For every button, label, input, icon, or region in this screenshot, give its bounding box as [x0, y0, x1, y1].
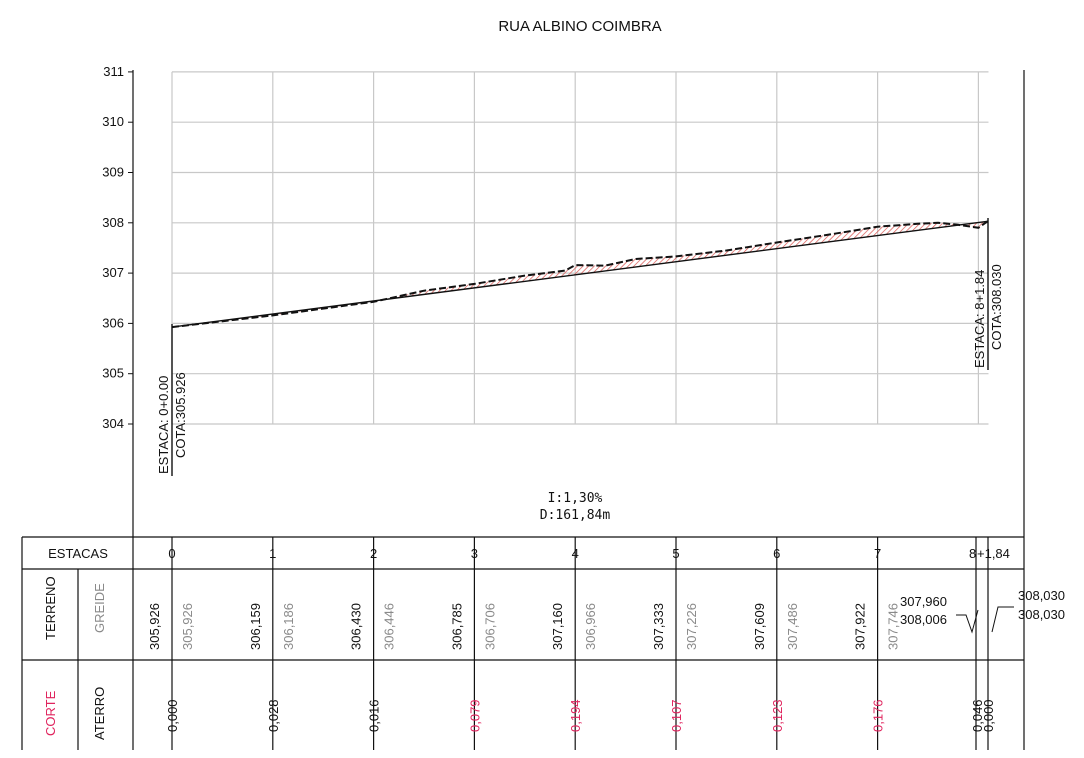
cut-fill-value-0: 0,000: [165, 699, 180, 732]
cut-fill-value-1: 0,028: [266, 699, 281, 732]
station-label-6: 6: [773, 546, 780, 561]
end-terreno-value: 308,030: [1018, 588, 1065, 603]
near-end-greide: 308,006: [900, 612, 947, 627]
start-estaca-label: ESTACA: 0+0.00: [156, 376, 171, 474]
cut-fill-value-4: 0,194: [568, 699, 583, 732]
station-end-label: 8: [969, 546, 976, 561]
station-label-0: 0: [168, 546, 175, 561]
greide-value-5: 307,226: [684, 603, 699, 650]
terreno-value-4: 307,160: [550, 603, 565, 650]
chart-title: RUA ALBINO COIMBRA: [498, 18, 661, 35]
greide-value-1: 306,186: [281, 603, 296, 650]
y-tick-label-310: 310: [102, 114, 124, 129]
cut-fill-row: 0,000 0,028 0,016 0,079 0,194 0,107 0,123 0,176: [165, 699, 886, 732]
y-tick-label-305: 305: [102, 366, 124, 381]
end-values-leader: [991, 606, 1014, 633]
station-label-5: 5: [672, 546, 679, 561]
greide-value-3: 306,706: [482, 603, 497, 650]
end-cut-fill-1: 0,046: [970, 699, 985, 732]
estacas-header: ESTACAS: [48, 546, 108, 561]
station-label-2: 2: [370, 546, 377, 561]
end-greide-value: 308,030: [1018, 607, 1065, 622]
terreno-value-0: 305,926: [147, 603, 162, 650]
station-label-7: 7: [874, 546, 881, 561]
terreno-value-7: 307,922: [853, 603, 868, 650]
greide-value-0: 305,926: [180, 603, 195, 650]
near-end-leader: [956, 609, 979, 634]
terreno-value-3: 306,785: [449, 603, 464, 650]
greide-value-6: 307,486: [785, 603, 800, 650]
end-cut-fill-2: 0,000: [981, 699, 996, 732]
cut-fill-value-6: 0,123: [770, 699, 785, 732]
y-tick-label-308: 308: [102, 215, 124, 230]
start-cota-label: COTA:305.926: [173, 372, 188, 458]
aterro-header: ATERRO: [92, 687, 107, 740]
near-end-terreno: 307,960: [900, 594, 947, 609]
greide-value-4: 306,966: [583, 603, 598, 650]
terreno-value-6: 307,609: [752, 603, 767, 650]
slope-inclination: I:1,30%: [548, 491, 603, 506]
y-tick-label-306: 306: [102, 315, 124, 330]
values-row: 305,926 305,926 306,159 306,186 306,430 306,4…: [147, 603, 901, 650]
greide-header: GREIDE: [92, 583, 107, 633]
grid-lines: [171, 71, 989, 425]
greide-line: [171, 220, 988, 328]
y-tick-label-309: 309: [102, 165, 124, 180]
terreno-header: TERRENO: [43, 576, 58, 640]
slope-distance: D:161,84m: [540, 508, 611, 523]
y-tick-label-304: 304: [102, 416, 124, 431]
end-estaca-label: ESTACA: 8+1.84: [972, 270, 987, 368]
greide-value-2: 306,446: [382, 603, 397, 650]
cut-fill-value-2: 0,016: [367, 699, 382, 732]
terreno-value-5: 307,333: [651, 603, 666, 650]
corte-header: CORTE: [43, 690, 58, 736]
station-label-4: 4: [572, 546, 579, 561]
terreno-value-2: 306,430: [349, 603, 364, 650]
cut-fill-value-3: 0,079: [467, 699, 482, 732]
y-tick-label-307: 307: [102, 265, 124, 280]
terreno-value-1: 306,159: [248, 603, 263, 650]
stations-row: 0 1 2 3 4 5 6 7: [168, 537, 881, 750]
terreno-line: [171, 220, 989, 329]
station-label-3: 3: [471, 546, 478, 561]
station-label-1: 1: [269, 546, 276, 561]
y-tick-label-311: 311: [103, 64, 124, 79]
cut-fill-value-5: 0,107: [669, 699, 684, 732]
station-end-plus-label: +1,84: [977, 546, 1010, 561]
profile-table: [21, 536, 1024, 750]
greide-value-7: 307,746: [886, 603, 901, 650]
y-axis-ticks: 304 305 306 307 308 309 310 311: [102, 64, 133, 431]
end-cota-label: COTA:308.030: [989, 264, 1004, 350]
cut-fill-value-7: 0,176: [871, 699, 886, 732]
